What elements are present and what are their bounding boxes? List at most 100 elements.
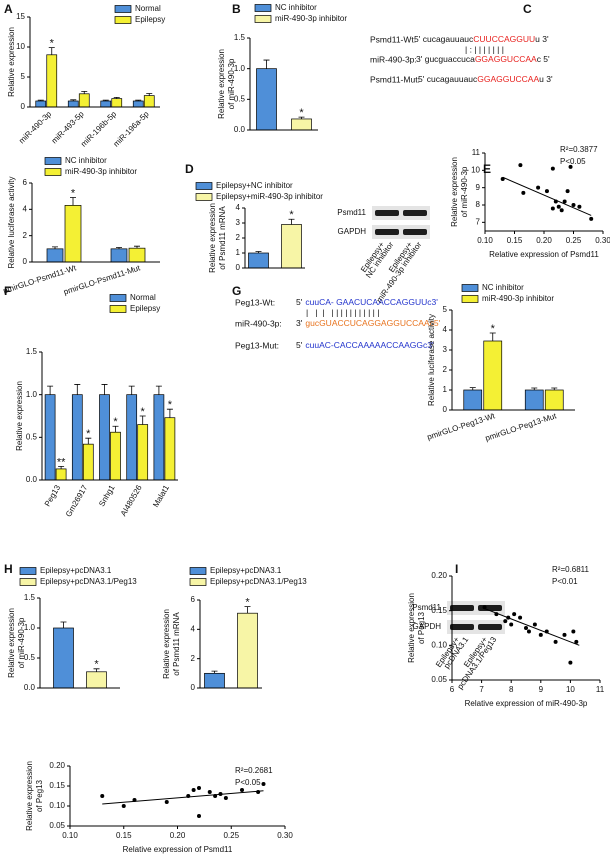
y-tick-label: 10 — [16, 42, 25, 51]
x-tick-label: pmirGLO-Peg13-Mut — [484, 411, 558, 443]
point — [550, 206, 555, 211]
significance-mark: * — [491, 323, 496, 335]
blot-background — [372, 206, 430, 220]
error-bar — [531, 387, 538, 390]
y-axis-label: of Peg13 — [35, 779, 44, 812]
point — [240, 788, 244, 792]
x-tick-label: miR-196a-5p — [112, 109, 151, 148]
x-tick-label: 0.15 — [116, 831, 132, 840]
point — [191, 788, 196, 792]
error-bar — [489, 332, 496, 341]
sequence-label: miR-490-3p: — [235, 318, 282, 328]
legend-label: Epilepsy+NC inhibitor — [216, 181, 293, 190]
error-bar — [60, 621, 67, 628]
error-bar — [211, 670, 218, 674]
blot-band — [450, 624, 474, 630]
legend-label: Normal — [135, 4, 161, 13]
y-tick-label: 0.5 — [24, 653, 36, 662]
x-tick-label: Gm26917 — [64, 483, 90, 518]
y-tick-label: 0.0 — [26, 475, 38, 484]
point — [526, 629, 531, 634]
y-tick-label: 4 — [443, 325, 448, 334]
y-tick-label: 5 — [21, 72, 26, 81]
bar — [35, 100, 47, 108]
error-bar — [58, 465, 65, 469]
point — [132, 798, 137, 802]
bar — [46, 248, 64, 263]
significance-mark: * — [299, 107, 304, 119]
sequence: 3' gucGUACCUCAGGAGGUCCAAc5' — [296, 318, 441, 328]
error-bar — [47, 385, 54, 395]
y-axis-label: of miR-490-3p — [17, 617, 26, 668]
error-bar — [37, 99, 44, 101]
y-tick-label: 1.5 — [26, 347, 38, 356]
error-bar — [70, 99, 77, 101]
bar — [204, 672, 225, 689]
x-tick-label: Snhg1 — [97, 483, 117, 508]
error-bar — [146, 93, 153, 96]
significance-mark: * — [168, 399, 173, 411]
legend-swatch — [461, 284, 479, 292]
blot-band — [478, 624, 502, 630]
bar — [53, 627, 74, 689]
point — [568, 660, 573, 665]
point — [503, 619, 508, 624]
sequence-part: 5' — [296, 340, 303, 350]
x-tick-label: 0.25 — [223, 831, 239, 840]
point — [207, 790, 212, 794]
point — [223, 796, 228, 800]
x-tick-label: AI480526 — [119, 483, 144, 518]
x-axis-label: Relative expression of Psmd11 — [123, 845, 233, 854]
bar — [71, 394, 83, 481]
y-axis-label: of Peg13 — [417, 611, 426, 644]
point — [544, 189, 549, 194]
bar — [137, 424, 149, 481]
panel-label: C — [523, 2, 532, 16]
bar — [110, 248, 128, 263]
bar — [126, 394, 138, 481]
y-axis-label: Relative expression — [217, 49, 226, 119]
blot-band — [375, 210, 399, 216]
y-tick-label: 11 — [472, 148, 481, 157]
sequence-label: Peg13-Wt: — [235, 297, 275, 307]
bar — [544, 389, 564, 411]
panel-label: D — [185, 162, 194, 176]
y-axis-label: Relative expression — [7, 27, 16, 97]
point — [518, 615, 523, 620]
point — [521, 190, 526, 195]
legend-label: miR-490-3p inhibitor — [65, 167, 137, 176]
error-bar — [298, 116, 305, 119]
sequence: 3' gucguaccucaGGAGGUCCAAc 5' — [416, 54, 550, 64]
sequence-part: 5' — [296, 297, 303, 307]
bar — [291, 118, 312, 131]
panel-label: F — [4, 284, 11, 298]
sequence-part: c 5' — [537, 54, 550, 64]
x-tick-label: 0.15 — [507, 236, 523, 245]
y-tick-label: 0 — [236, 263, 241, 272]
legend-swatch — [461, 295, 479, 303]
y-axis-label: Relative expression — [15, 381, 24, 451]
x-axis-label: Relative expression of Psmd11 — [489, 250, 599, 259]
x-tick-label: 0.25 — [566, 236, 582, 245]
point — [562, 199, 567, 204]
regression-line — [484, 608, 580, 646]
point — [577, 204, 582, 209]
point — [494, 612, 499, 617]
significance-mark: * — [289, 209, 294, 221]
legend-label: miR-490-3p inhibitor — [482, 294, 554, 303]
error-bar — [102, 99, 109, 101]
y-axis-label: Relative expression — [450, 157, 459, 227]
y-tick-label: 1.5 — [24, 593, 36, 602]
legend-swatch — [254, 15, 272, 23]
bar — [143, 95, 155, 108]
legend-label: Epilepsy+pcDNA3.1/Peg13 — [40, 577, 137, 586]
bar — [256, 68, 277, 131]
blot-band-label: Psmd11 — [412, 603, 441, 612]
y-tick-label: 0.5 — [234, 94, 246, 103]
panel-label: I — [455, 562, 458, 576]
x-tick-label: Malat1 — [151, 483, 171, 509]
base-pairing: | : | | | | | | | — [465, 44, 504, 54]
y-tick-label: 10 — [471, 165, 480, 174]
point — [509, 622, 514, 627]
